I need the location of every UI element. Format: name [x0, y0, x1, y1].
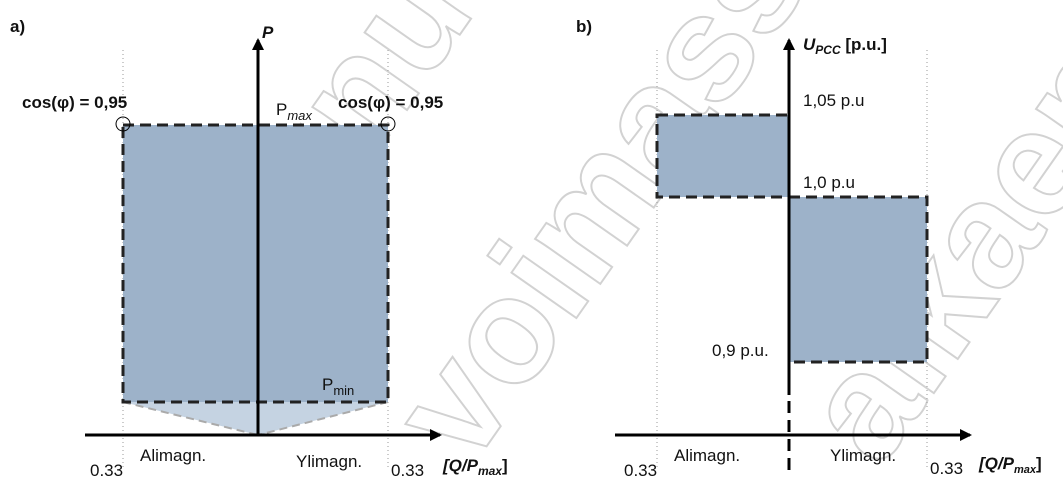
pmax-base: P: [276, 100, 287, 119]
level-label: 1,0 p.u: [803, 173, 855, 192]
cos-label: cos(φ) = 0,95: [22, 93, 127, 112]
panel-b: b) UPCC [p.u.] 1,05 p.u 1,0 p.u 0,9 p.u.…: [576, 17, 1042, 479]
low-edge: [122, 401, 259, 436]
axis-base: U: [803, 35, 816, 54]
axis-unit: [p.u.]: [841, 35, 887, 54]
region-label: Alimagn.: [140, 446, 206, 465]
marker-circle: [115, 116, 131, 132]
operating-region: [121, 123, 390, 404]
x-axis-label: [Q/Pmax]: [978, 454, 1042, 476]
limit-label: 0.33: [391, 461, 424, 479]
x-axis-close: ]: [502, 456, 508, 475]
axis-label: P: [262, 23, 274, 42]
pmax-label: Pmax: [276, 100, 312, 123]
x-axis-open: [Q/P: [442, 456, 479, 475]
axis-label: UPCC [p.u.]: [803, 35, 887, 57]
panel-a: a) P cos(φ) = 0,95 cos(φ) = 0,95 Pmax Pm…: [10, 17, 508, 479]
limit-label: 0.33: [624, 461, 657, 479]
x-axis-close: ]: [1036, 454, 1042, 473]
pmin-base: P: [322, 375, 333, 394]
axis-sub: PCC: [815, 43, 841, 57]
limit-label: 0.33: [930, 459, 963, 478]
level-label: 1,05 p.u: [803, 91, 864, 110]
region-label: Ylimagn.: [830, 446, 896, 465]
cos-label: cos(φ) = 0,95: [338, 93, 443, 112]
level-label: 0,9 p.u.: [712, 341, 769, 360]
region-upper: [655, 113, 791, 199]
pmin-label: Pmin: [322, 375, 354, 398]
x-axis-sub: max: [1014, 464, 1037, 476]
low-edge: [257, 401, 389, 436]
region-label: Alimagn.: [674, 446, 740, 465]
limit-label: 0.33: [90, 461, 123, 479]
x-axis-sub: max: [478, 464, 503, 478]
panel-label: a): [10, 17, 25, 36]
x-axis-label: [Q/Pmax]: [442, 456, 508, 478]
low-region: [123, 402, 388, 435]
x-axis-open: [Q/P: [978, 454, 1015, 473]
region-lower: [787, 195, 929, 364]
panel-label: b): [576, 17, 592, 36]
region-label: Ylimagn.: [296, 452, 362, 471]
pmin-sub: min: [333, 383, 354, 398]
pmax-sub: max: [287, 108, 312, 123]
marker-circle: [380, 116, 396, 132]
